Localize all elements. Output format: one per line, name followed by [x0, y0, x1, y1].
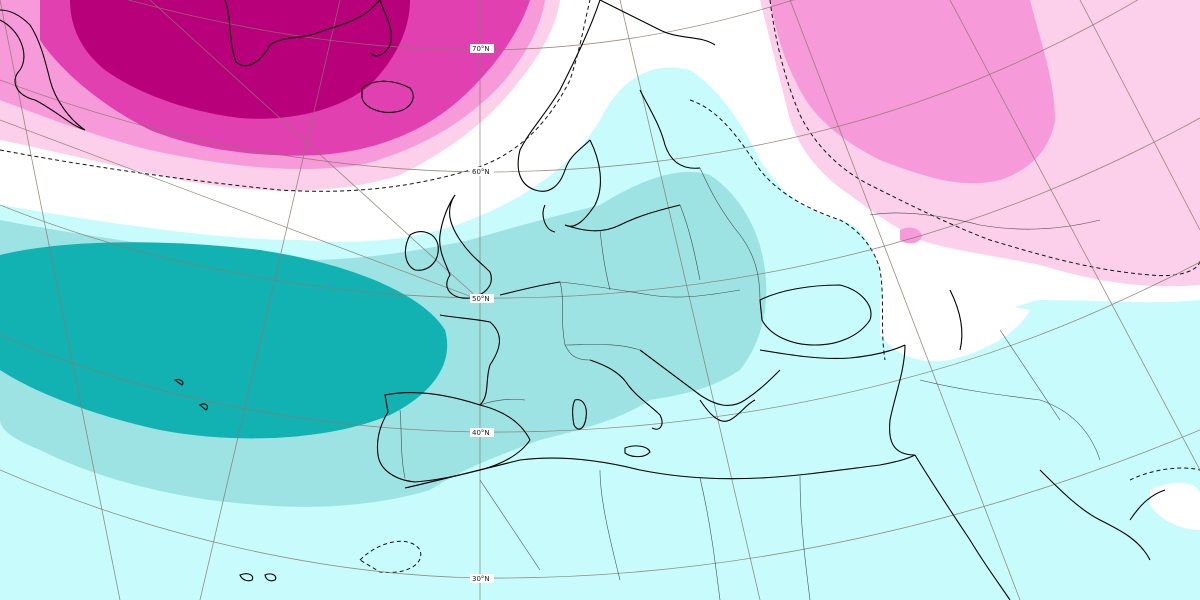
contour-dashed-europe [689, 99, 886, 361]
lat-label-30-text: 30°N [472, 575, 490, 583]
border-russia-west [699, 167, 761, 301]
meridian-f [789, 0, 1021, 600]
coast-black-sea [759, 284, 872, 346]
coast-greenland [224, 0, 381, 67]
meridian-a [0, 119, 481, 301]
lat-label-70-text: 70°N [472, 45, 490, 53]
coast-sardinia [572, 399, 587, 430]
coast-norway [517, 0, 601, 192]
lat-label-60: 60°N [470, 167, 494, 176]
border-alps [564, 344, 641, 351]
pink-mid-east [770, 0, 1055, 184]
meridian-i [0, 0, 121, 600]
border-central-europe [559, 281, 741, 298]
border-poland-ukraine [679, 204, 701, 281]
parallel-50 [0, 117, 1200, 299]
contour-dashed-southeast [1129, 467, 1200, 481]
meridian-b [149, 0, 481, 301]
teal-strong-core [0, 242, 448, 439]
pink-spot-caucasus [900, 227, 922, 244]
meridian-g [949, 0, 1200, 471]
coast-azores [173, 378, 208, 411]
coastlines [0, 0, 1166, 600]
coast-persian-gulf [1129, 489, 1166, 521]
coast-finland [639, 89, 701, 169]
lat-label-50: 50°N [470, 294, 494, 303]
contour-dashed-russia [769, 0, 1200, 277]
coast-caspian [949, 289, 963, 351]
coast-baltic [564, 204, 681, 232]
lat-label-60-text: 60°N [472, 168, 490, 176]
contour-dashed-africa [359, 540, 422, 574]
meridian-e [619, 0, 761, 600]
coast-greece [699, 399, 756, 422]
coast-sicily [624, 445, 651, 458]
lat-label-30: 30°N [470, 574, 494, 583]
parallel-60 [0, 0, 1139, 173]
border-france-germany [559, 281, 591, 361]
coast-greenland-east [369, 0, 392, 57]
border-spain-portugal [399, 409, 406, 479]
meridian-c [199, 0, 341, 600]
coast-balkans [639, 349, 781, 406]
neutral-patch-far-southeast [1150, 483, 1200, 530]
lat-label-40: 40°N [470, 428, 494, 437]
border-spain-france [479, 398, 526, 406]
border-middle-east [919, 379, 1101, 461]
coast-scandinavia-north [599, 0, 716, 46]
coast-arabia [1039, 469, 1151, 561]
parallel-30 [0, 429, 1200, 579]
coast-italy [589, 359, 663, 430]
lat-label-50-text: 50°N [472, 295, 490, 303]
country-borders [399, 167, 1101, 600]
coast-iceland [361, 80, 414, 113]
lat-label-70: 70°N [470, 44, 494, 53]
border-north-africa [479, 469, 811, 600]
dashed-contours [0, 0, 1200, 574]
coast-denmark [542, 204, 556, 233]
neutral-patch-southeast [880, 295, 1030, 362]
magenta-dark-core [70, 0, 410, 119]
lat-label-40-text: 40°N [472, 429, 490, 437]
coast-france-atlantic [439, 314, 500, 406]
coast-turkey [759, 344, 906, 359]
latitude-labels: 70°N 60°N 50°N 40°N 30°N [470, 44, 494, 583]
coast-north-africa [404, 454, 916, 489]
coast-levant [889, 344, 916, 456]
coast-canaries [239, 573, 277, 582]
meridian-h [1079, 0, 1200, 231]
coast-ireland [404, 231, 439, 271]
border-germany-poland [599, 229, 611, 291]
border-russia-kazakhstan [869, 212, 1101, 230]
coast-channel [499, 281, 561, 296]
coast-red-sea [914, 454, 1011, 600]
parallel-40 [0, 261, 1200, 433]
border-iran [999, 329, 1061, 421]
contour-dashed-atlantic [0, 0, 591, 192]
coast-sweden-east [564, 139, 601, 227]
coast-canada-arctic [0, 9, 86, 131]
